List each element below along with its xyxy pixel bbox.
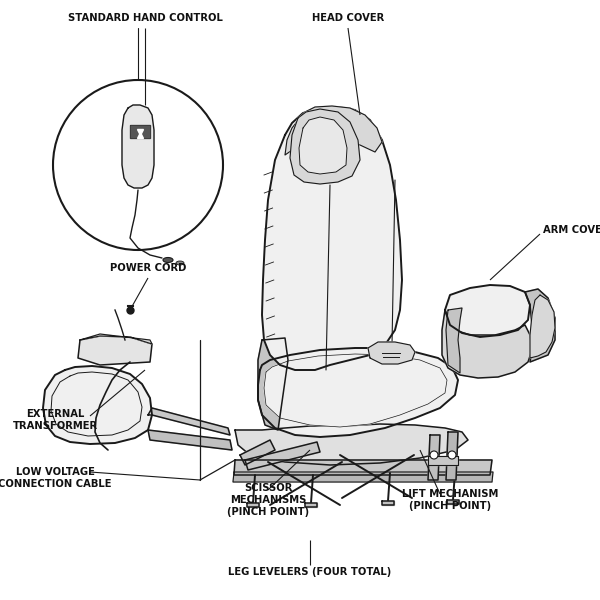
Circle shape — [430, 451, 438, 459]
Polygon shape — [290, 109, 360, 184]
Polygon shape — [382, 501, 394, 505]
Polygon shape — [530, 295, 555, 358]
Text: SCISSOR
MECHANISMS
(PINCH POINT): SCISSOR MECHANISMS (PINCH POINT) — [227, 484, 309, 517]
Polygon shape — [78, 336, 152, 365]
Text: HEAD COVER: HEAD COVER — [312, 13, 384, 23]
Polygon shape — [122, 105, 154, 188]
Polygon shape — [445, 285, 530, 337]
Ellipse shape — [163, 257, 173, 263]
Text: EXTERNAL
TRANSFORMER: EXTERNAL TRANSFORMER — [13, 409, 98, 431]
Polygon shape — [233, 472, 493, 482]
Polygon shape — [299, 117, 347, 174]
Polygon shape — [428, 435, 440, 480]
Text: ARM COVER: ARM COVER — [543, 225, 600, 235]
Polygon shape — [148, 430, 232, 450]
Polygon shape — [258, 338, 288, 430]
Polygon shape — [80, 334, 152, 344]
Text: LIFT MECHANISM
(PINCH POINT): LIFT MECHANISM (PINCH POINT) — [402, 489, 498, 511]
Polygon shape — [247, 503, 259, 507]
Polygon shape — [245, 442, 320, 470]
Polygon shape — [240, 440, 275, 465]
Polygon shape — [148, 408, 230, 435]
Polygon shape — [447, 500, 459, 504]
Polygon shape — [43, 366, 152, 444]
Polygon shape — [525, 289, 555, 362]
Text: LOW VOLTAGE
CONNECTION CABLE: LOW VOLTAGE CONNECTION CABLE — [0, 467, 112, 489]
Polygon shape — [130, 125, 150, 138]
Polygon shape — [368, 342, 415, 364]
Polygon shape — [446, 308, 462, 373]
Polygon shape — [258, 348, 458, 437]
Polygon shape — [264, 354, 447, 427]
Polygon shape — [234, 460, 492, 475]
Polygon shape — [428, 456, 458, 465]
Circle shape — [448, 451, 456, 459]
Polygon shape — [285, 106, 382, 155]
Polygon shape — [235, 424, 468, 465]
Polygon shape — [262, 107, 402, 370]
Polygon shape — [305, 503, 317, 507]
Polygon shape — [446, 432, 458, 480]
Text: POWER CORD: POWER CORD — [110, 263, 186, 273]
Ellipse shape — [176, 261, 184, 265]
Polygon shape — [442, 310, 532, 378]
Circle shape — [53, 80, 223, 250]
Text: LEG LEVELERS (FOUR TOTAL): LEG LEVELERS (FOUR TOTAL) — [229, 567, 392, 577]
Text: STANDARD HAND CONTROL: STANDARD HAND CONTROL — [68, 13, 223, 23]
